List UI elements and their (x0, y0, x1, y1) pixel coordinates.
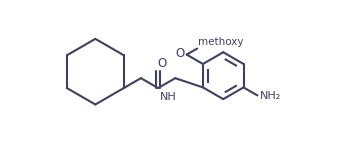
Text: O: O (175, 47, 184, 60)
Text: O: O (158, 57, 167, 70)
Text: NH₂: NH₂ (260, 91, 281, 101)
Text: methoxy: methoxy (198, 37, 243, 47)
Text: NH: NH (160, 92, 176, 102)
